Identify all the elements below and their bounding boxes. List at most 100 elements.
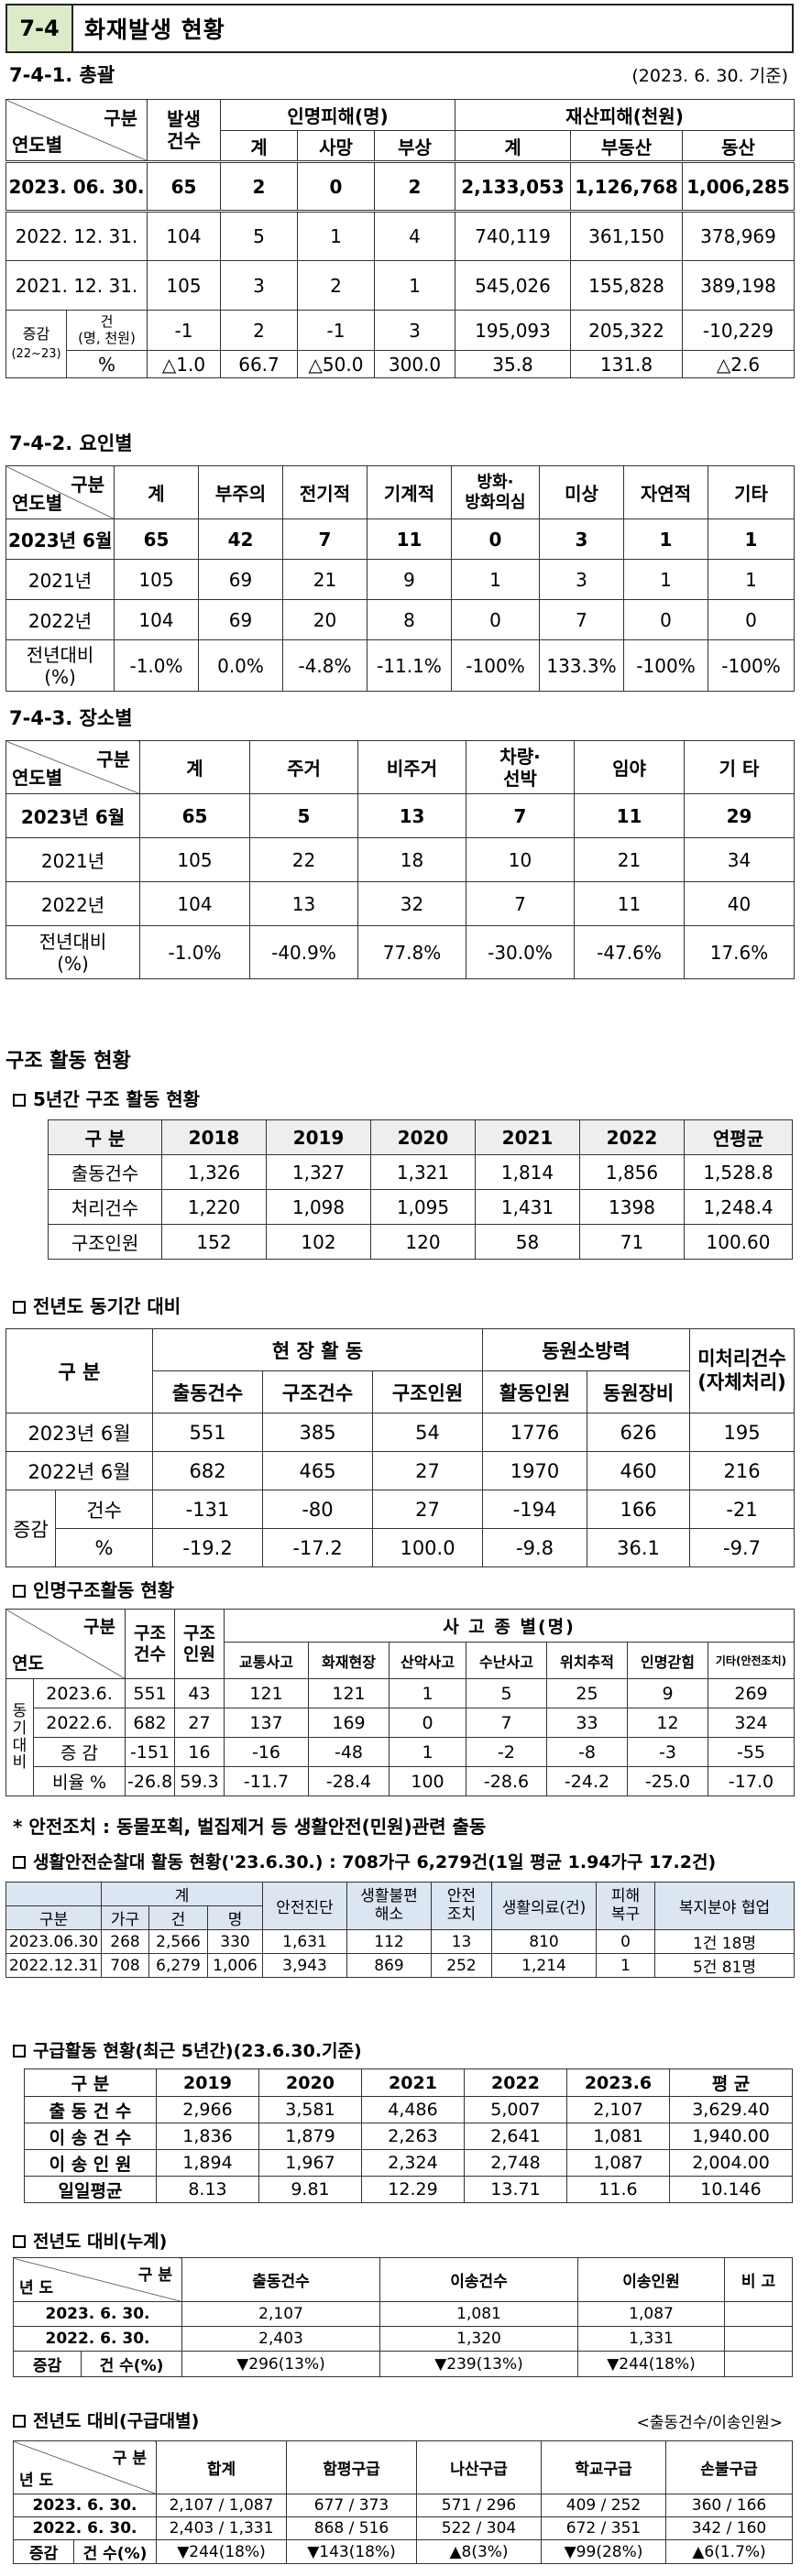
table-cell: 551 [152,1413,264,1452]
table-rescue-yoy: 구 분 현 장 활 동 동원소방력 미처리건수 (자체처리) 출동건수 구조건수 구… [5,1328,796,1567]
table-cell: -1 [147,310,221,351]
table-cell: 3,629.40 [669,2096,793,2123]
table-cell: 65 [147,160,221,212]
table-cell: 36.1 [587,1528,691,1567]
table-cell: 71 [579,1224,685,1260]
col-header: 인명갇힘 [627,1642,708,1679]
table-cell: 672 / 351 [541,2516,666,2540]
table-cell: 65 [114,518,199,560]
table-cell: 2023.06.30 [5,1929,102,1954]
table-cell: 708 [101,1953,149,1978]
table-emergency: 구 분 2019 2020 2021 2022 2023.6 평 균 출 동 건 수 2,96… [24,2068,793,2203]
square-bullet-icon [13,2045,26,2058]
table-cell: -21 [689,1490,796,1529]
table-row: % △1.0 66.7 △50.0 300.0 35.8 131.8 △2.6 [6,350,796,378]
col-header: 안전 조치 [431,1882,493,1930]
table-cell: 2 [220,160,298,212]
table-cell: 17.6% [684,925,795,979]
table-cell: 9.81 [258,2176,362,2203]
table-cell: 2022. 6. 30. [13,2326,182,2352]
subsection-center: 전년도 대비(구급대별) [13,2407,199,2432]
table-row: 2023. 6. 30. 2,107 / 1,087 677 / 373 571 / … [13,2494,793,2517]
table-cell: 8 [367,599,452,640]
table-cell: 출동건수 [48,1154,162,1190]
col-header: 2022 [464,2068,567,2097]
col-header: 구 분 [5,1328,154,1414]
table-cell: 2023년 6월 [5,1413,154,1452]
table-cell: 195,093 [455,310,572,351]
table-cell: 증감 [13,2351,82,2377]
table-cell: 3,943 [262,1953,348,1978]
table-cell: 361,150 [570,210,684,261]
table-cell: 300.0 [373,350,456,378]
table-cell: 비율 % [33,1766,126,1796]
col-header: 계 [114,465,199,519]
table-cell: 1,087 [566,2149,670,2177]
table-cell: 59.3 [174,1766,225,1796]
table-cell: 0 [623,599,708,640]
col-header: 합계 [156,2440,287,2494]
table-cell: 건 수(%) [81,2351,182,2377]
label-text: 5년간 구조 활동 현황 [33,1088,201,1110]
table-cell: 2,107 [566,2096,670,2123]
table-cell: 33 [546,1708,628,1738]
table-cell: 2021. 12. 31. [5,260,148,311]
col-header: 임야 [574,740,685,794]
label-text: 생활안전순찰대 활동 현황('23.6.30.) : 708가구 6,279건(… [33,1852,717,1872]
table-life-safety: 계 안전진단 생활불편 해소 안전 조치 생활의료(건) 피해 복구 복지분야 … [5,1882,796,1978]
table-row: 처리건수 1,220 1,098 1,095 1,431 1398 1,248.4 [48,1189,793,1225]
col-header: 산악사고 [389,1642,466,1679]
table-cell: 152 [161,1224,267,1260]
col-header: 복지분야 협업 [654,1882,796,1930]
table-row: 2022년 104 13 32 7 11 40 [5,881,795,926]
col-header: 수난사고 [466,1642,547,1679]
col-header: 기타 [708,465,795,519]
table-cell: 868 / 516 [286,2516,417,2540]
table-cell: 0 [708,599,795,640]
table-row: 2022. 6. 30. 2,403 / 1,331 868 / 516 522 / … [13,2516,793,2540]
table-cell: % [66,350,148,378]
table-cell: 2023년 6월 [5,518,115,560]
table-cell: 2022년 [5,599,115,640]
col-header: 2022 [579,1119,685,1155]
table-cell: -100% [708,639,795,692]
table-cell: 27 [174,1708,225,1738]
table-cell: 5,007 [464,2096,567,2123]
label-text: 구분 [83,1617,115,1637]
table-cell: 69 [198,599,283,640]
label-text: 구분 [96,748,130,770]
table-cell: ▼244(18%) [156,2539,287,2564]
table-cell: 2021년 [5,837,140,882]
square-bullet-icon [13,1585,26,1598]
table-cell: 5 [466,1678,547,1708]
table-cell: 건 수(%) [73,2539,157,2564]
page-title: 화재발생 현황 [84,16,225,43]
table-cell: -11.7 [224,1766,309,1796]
table-cell: 1 [373,260,456,311]
table-cell: 9 [627,1678,708,1708]
table-cell: 120 [370,1224,476,1260]
col-header: 명 [206,1905,264,1930]
col-header: 구조 건수 [125,1609,175,1679]
table-cell: 일일평균 [24,2176,157,2203]
table-cell: 1,940.00 [669,2123,793,2150]
table-cell: 2023. 6. 30. [13,2494,157,2517]
table-row: 2023. 06. 30. 65 2 0 2 2,133,053 1,126,768 1,0… [5,160,796,212]
col-header: 전기적 [282,465,368,519]
table-cell: 1,856 [579,1154,685,1190]
table-cell: 2,133,053 [455,160,572,212]
table-cell: 2,107 [181,2301,380,2327]
table-cell: 5건 81명 [654,1953,796,1978]
table-cell: 21 [574,837,685,882]
col-header: 계 [220,130,298,162]
table-cell [724,2351,793,2377]
col-header: 위치추적 [546,1642,628,1679]
table-cell: -8 [546,1737,628,1767]
table-fire-cause: 구분 연도별 계 부주의 전기적 기계적 방화· 방화의심 미상 자연적 기타 2… [5,465,795,692]
label-text: 구분 [104,107,137,129]
label-text: 구 분 [112,2450,147,2468]
table-cell: 1,321 [370,1154,476,1190]
col-header: 구 분 [24,2068,157,2097]
table-cell: 10 [466,837,575,882]
table-row: 2021년 105 22 18 10 21 34 [5,837,795,882]
